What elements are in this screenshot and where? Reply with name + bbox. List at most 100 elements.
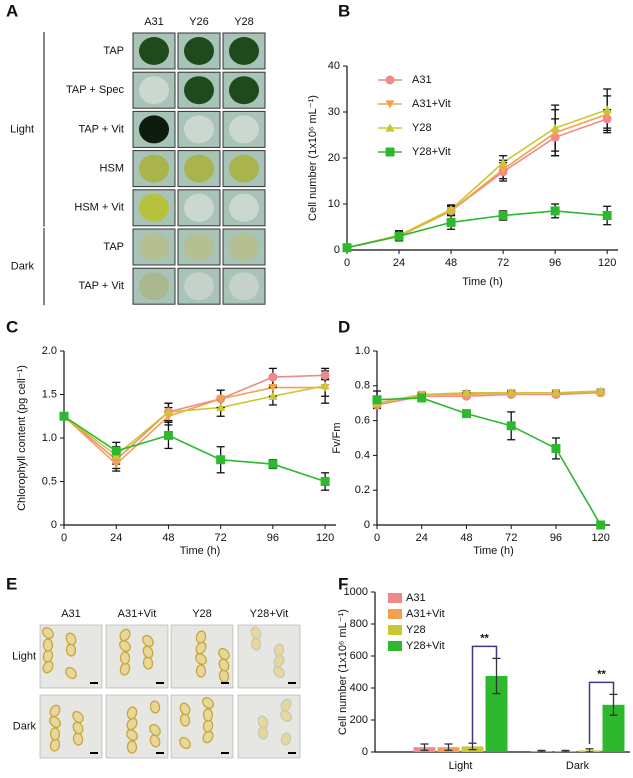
y-tick-label: 0.2: [355, 484, 370, 496]
x-tick-label: 48: [460, 532, 472, 544]
colony: [139, 272, 169, 301]
cell: [142, 634, 154, 648]
row-label: Dark: [13, 720, 37, 732]
y-tick-label: 0: [364, 519, 370, 531]
colony: [139, 76, 169, 105]
legend-label: A31+Vit: [412, 98, 451, 110]
legend-marker: [385, 100, 395, 109]
cell: [65, 666, 77, 680]
cell: [49, 716, 61, 728]
significance-label: **: [597, 668, 606, 680]
bar: [602, 704, 625, 752]
marker: [268, 383, 278, 393]
y-tick-label: 1.5: [42, 388, 57, 400]
cell: [202, 697, 214, 709]
cell: [72, 710, 84, 724]
legend-label: A31: [406, 592, 426, 604]
cell: [49, 727, 61, 741]
marker: [320, 477, 330, 486]
series-line: [346, 108, 608, 249]
colony: [184, 233, 214, 261]
x-tick-label: 120: [598, 257, 616, 269]
series-line: [376, 390, 601, 404]
column-header: A31+Vit: [118, 608, 157, 620]
marker: [602, 211, 612, 220]
marker: [498, 211, 508, 220]
group-label: Dark: [11, 261, 35, 273]
column-header: Y28: [234, 16, 254, 28]
marker: [59, 411, 69, 421]
marker: [342, 243, 352, 253]
marker: [596, 386, 606, 395]
x-tick-label: 72: [505, 532, 517, 544]
marker: [320, 381, 330, 390]
cell: [119, 640, 131, 652]
x-tick-label: 0: [344, 257, 350, 269]
y-tick-label: 0.6: [355, 415, 370, 427]
legend-label: Y28: [412, 122, 432, 134]
cell: [149, 734, 161, 748]
x-tick-label: Light: [449, 760, 473, 772]
panel-label: E: [6, 574, 17, 593]
cell: [179, 736, 191, 750]
colony: [229, 154, 259, 183]
cell: [42, 627, 54, 639]
marker: [498, 158, 508, 167]
cell: [257, 715, 269, 729]
legend-marker: [385, 123, 395, 132]
cell: [149, 700, 161, 714]
x-tick-label: 24: [416, 532, 428, 544]
marker: [602, 105, 612, 114]
marker: [216, 455, 226, 465]
row-label: Light: [12, 650, 36, 662]
y-tick-label: 1.0: [355, 345, 370, 357]
marker: [446, 217, 456, 227]
colony: [184, 76, 214, 105]
cell: [280, 710, 292, 722]
y-tick-label: 20: [328, 152, 340, 164]
column-header: Y28: [192, 608, 212, 620]
legend-swatch: [388, 609, 402, 619]
row-label: TAP + Vit: [78, 280, 124, 292]
legend-label: Y28: [406, 624, 426, 636]
marker: [461, 388, 471, 397]
y-tick-label: 0.4: [355, 449, 370, 461]
x-tick-label: 48: [162, 532, 174, 544]
panel-label: D: [338, 317, 350, 336]
x-tick-label: Dark: [566, 760, 590, 772]
colony: [184, 37, 214, 65]
micrograph: [39, 694, 103, 759]
panel-label: A: [6, 1, 18, 20]
marker: [550, 132, 560, 142]
legend-label: Y28+Vit: [412, 146, 451, 158]
x-tick-label: 96: [267, 532, 279, 544]
y-tick-label: 30: [328, 106, 340, 118]
marker: [372, 395, 382, 405]
marker: [550, 123, 560, 132]
y-tick-label: 1000: [344, 586, 368, 598]
series-line: [63, 385, 326, 457]
panel-label: B: [338, 1, 350, 20]
x-tick-label: 0: [374, 532, 380, 544]
cell: [142, 645, 154, 659]
marker: [111, 446, 121, 456]
cell: [218, 647, 230, 661]
column-header: A31: [144, 16, 164, 28]
y-tick-label: 200: [350, 714, 368, 726]
marker: [550, 206, 560, 216]
x-tick-label: 96: [549, 257, 561, 269]
colony: [229, 115, 259, 144]
cell: [119, 651, 131, 665]
x-tick-label: 120: [592, 532, 610, 544]
micrograph: [237, 624, 301, 689]
marker: [446, 205, 456, 214]
marker: [506, 388, 516, 397]
y-tick-label: 2.0: [42, 345, 57, 357]
cell: [42, 638, 54, 652]
marker: [461, 409, 471, 419]
y-axis-label: Cell number (1x10⁶ mL⁻¹): [337, 609, 349, 735]
cell: [202, 708, 214, 722]
x-tick-label: 24: [393, 257, 405, 269]
cell: [126, 740, 138, 754]
panel-label: C: [6, 317, 18, 336]
